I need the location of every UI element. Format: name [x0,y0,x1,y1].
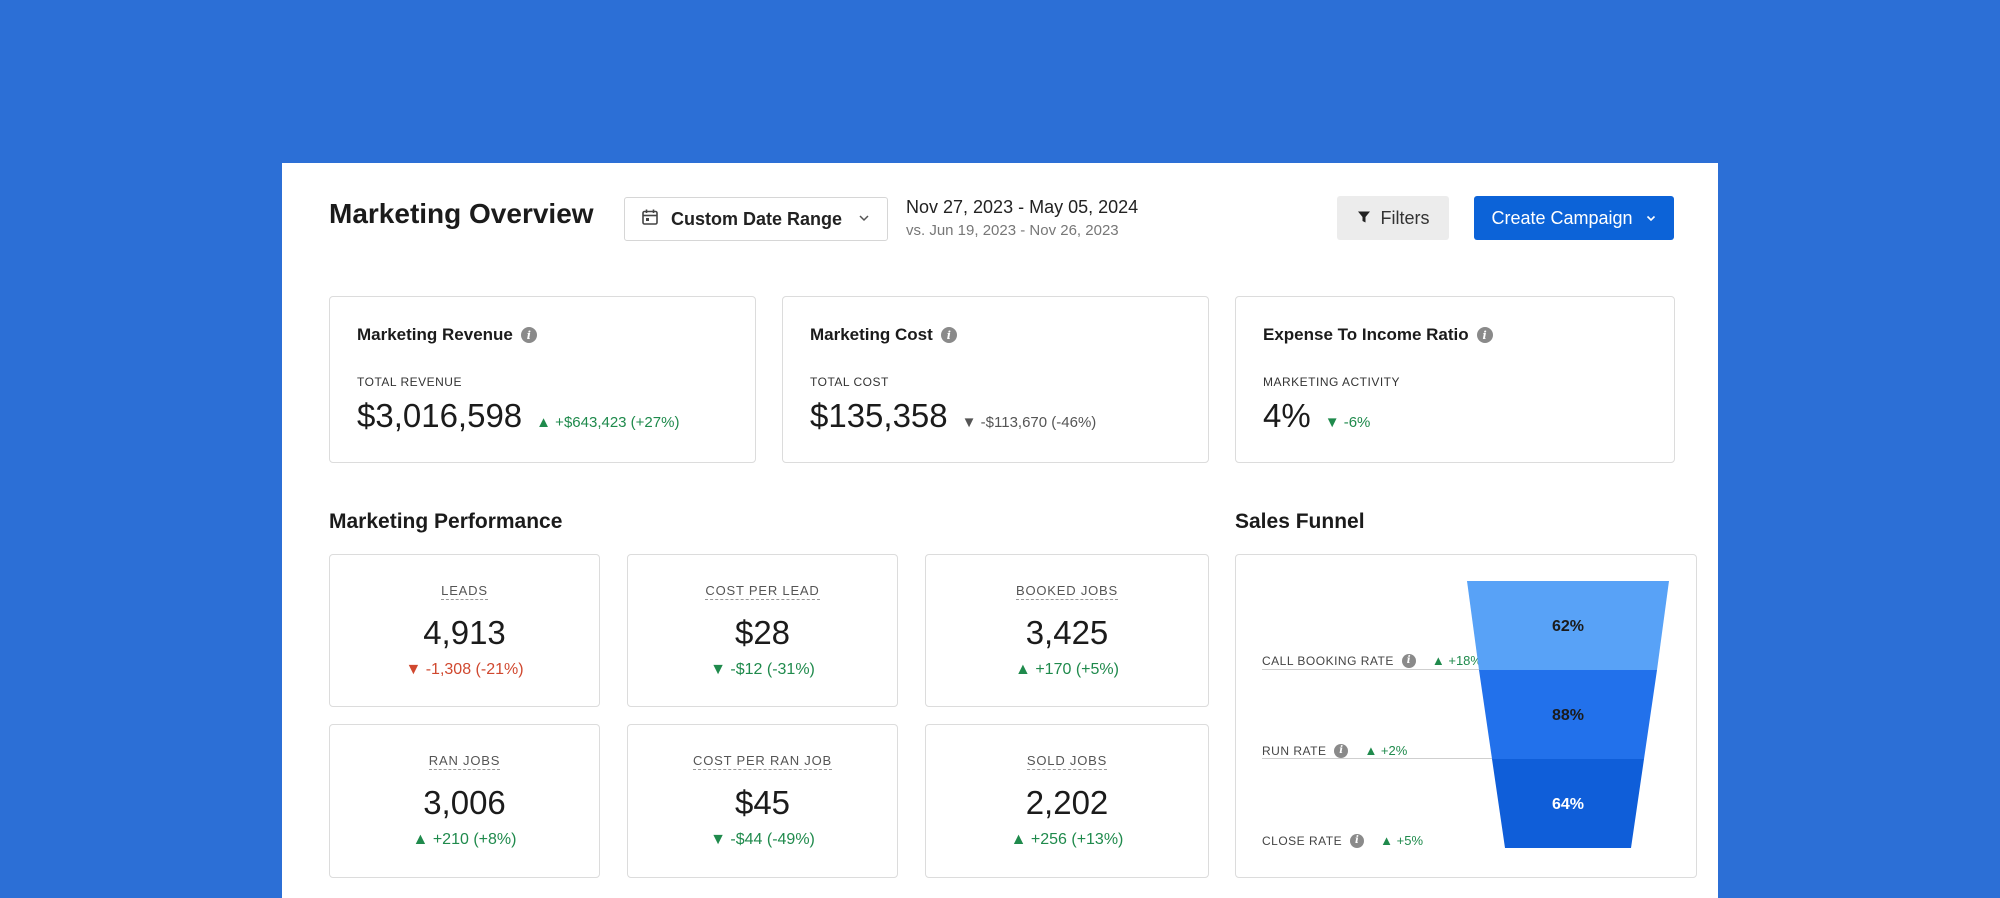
funnel-stage-run-rate: RUN RATE i ▲ +2% [1262,743,1407,758]
metric-delta: ▼ -$12 (-31%) [710,661,815,678]
funnel-segment-percent: 64% [1552,796,1584,813]
filters-button-label: Filters [1380,207,1430,228]
metric-value: $45 [734,784,791,821]
kpi-subtitle: TOTAL REVENUE [357,375,462,389]
metric-label: SOLD JOBS [1026,753,1108,770]
filter-icon [1357,208,1371,229]
kpi-title: Marketing Revenue [357,325,513,344]
info-icon[interactable]: i [520,327,537,343]
info-icon[interactable]: i [1350,833,1365,848]
metric-delta: ▼ -$44 (-49%) [710,831,815,848]
metric-delta: ▲ +256 (+13%) [1010,831,1124,848]
date-range-text: Nov 27, 2023 - May 05, 2024 [906,197,1139,217]
metric-value: $28 [734,614,791,651]
metric-delta: ▼ -1,308 (-21%) [405,661,524,678]
funnel-segment-percent: 88% [1552,707,1584,724]
create-campaign-button-label: Create Campaign [1491,207,1633,228]
funnel-stage-close-rate: CLOSE RATE i ▲ +5% [1262,833,1423,848]
sales-funnel-title: Sales Funnel [1235,510,1365,533]
kpi-title: Expense To Income Ratio [1263,325,1469,344]
funnel-divider [1262,669,1522,670]
kpi-card-expense-income-ratio: Expense To Income Ratio i MARKETING ACTIV… [1235,296,1675,463]
info-icon[interactable]: i [1401,653,1416,668]
metric-label: RAN JOBS [428,753,501,770]
metric-card-sold-jobs[interactable]: SOLD JOBS 2,202 ▲ +256 (+13%) [925,724,1209,878]
info-icon[interactable]: i [1476,327,1493,343]
funnel-stage-label: CALL BOOKING RATE [1262,653,1394,668]
funnel-stage-delta: ▲ +18% [1431,653,1482,668]
metric-card-booked-jobs[interactable]: BOOKED JOBS 3,425 ▲ +170 (+5%) [925,554,1209,707]
kpi-delta: ▼ -$113,670 (-46%) [961,414,1097,431]
chevron-down-icon [857,209,871,230]
metric-card-cost-per-lead[interactable]: COST PER LEAD $28 ▼ -$12 (-31%) [627,554,898,707]
kpi-delta: ▲ +$643,423 (+27%) [536,414,680,431]
funnel-segment-percent: 62% [1552,618,1584,635]
funnel-chart: 62% 88% 64% [1467,581,1669,848]
info-icon[interactable]: i [1334,743,1349,758]
metric-delta: ▲ +170 (+5%) [1015,661,1119,678]
kpi-delta: ▼ -6% [1324,414,1371,431]
metric-value: 4,913 [423,614,506,651]
funnel-stage-label: CLOSE RATE [1262,833,1343,848]
kpi-value: $135,358 [810,397,948,434]
metric-card-ran-jobs[interactable]: RAN JOBS 3,006 ▲ +210 (+8%) [329,724,600,878]
marketing-performance-title: Marketing Performance [329,510,563,533]
metric-card-cost-per-ran-job[interactable]: COST PER RAN JOB $45 ▼ -$44 (-49%) [627,724,898,878]
funnel-segment-call-booking[interactable] [1467,581,1669,670]
filters-button[interactable]: Filters [1337,196,1449,240]
metric-label: LEADS [441,583,488,600]
kpi-value: $3,016,598 [357,397,523,434]
date-range-select[interactable]: Custom Date Range [624,197,888,241]
kpi-title: Marketing Cost [810,325,933,344]
funnel-stage-call-booking-rate: CALL BOOKING RATE i ▲ +18% [1262,653,1482,668]
info-icon[interactable]: i [940,327,957,343]
kpi-card-marketing-revenue: Marketing Revenue i TOTAL REVENUE $3,016,… [329,296,756,463]
kpi-subtitle: TOTAL COST [810,375,889,389]
metric-card-leads[interactable]: LEADS 4,913 ▼ -1,308 (-21%) [329,554,600,707]
funnel-divider [1262,758,1510,759]
sales-funnel-card: CALL BOOKING RATE i ▲ +18% RUN RATE i ▲ … [1235,554,1697,878]
compare-range-text: vs. Jun 19, 2023 - Nov 26, 2023 [906,222,1119,239]
chevron-down-icon [1645,208,1657,229]
metric-value: 3,425 [1025,614,1109,651]
create-campaign-button[interactable]: Create Campaign [1474,196,1674,240]
funnel-stage-delta: ▲ +5% [1380,833,1423,848]
metric-value: 3,006 [423,784,506,821]
kpi-subtitle: MARKETING ACTIVITY [1263,375,1401,389]
metric-label: COST PER RAN JOB [693,753,832,770]
kpi-value: 4% [1263,397,1311,434]
dashboard-panel: Marketing Overview Custom Date Range Nov… [282,163,1718,898]
funnel-stage-label: RUN RATE [1262,743,1327,758]
metric-label: BOOKED JOBS [1016,583,1118,600]
funnel-segment-run[interactable] [1479,670,1657,759]
date-range-select-label: Custom Date Range [671,208,843,229]
metric-delta: ▲ +210 (+8%) [412,831,517,848]
funnel-segment-close[interactable] [1492,759,1644,848]
metric-label: COST PER LEAD [705,583,820,600]
kpi-card-marketing-cost: Marketing Cost i TOTAL COST $135,358 ▼ -$… [782,296,1209,463]
page-title: Marketing Overview [329,198,594,229]
funnel-stage-delta: ▲ +2% [1364,743,1408,758]
metric-value: 2,202 [1025,784,1109,821]
calendar-icon [641,208,659,231]
